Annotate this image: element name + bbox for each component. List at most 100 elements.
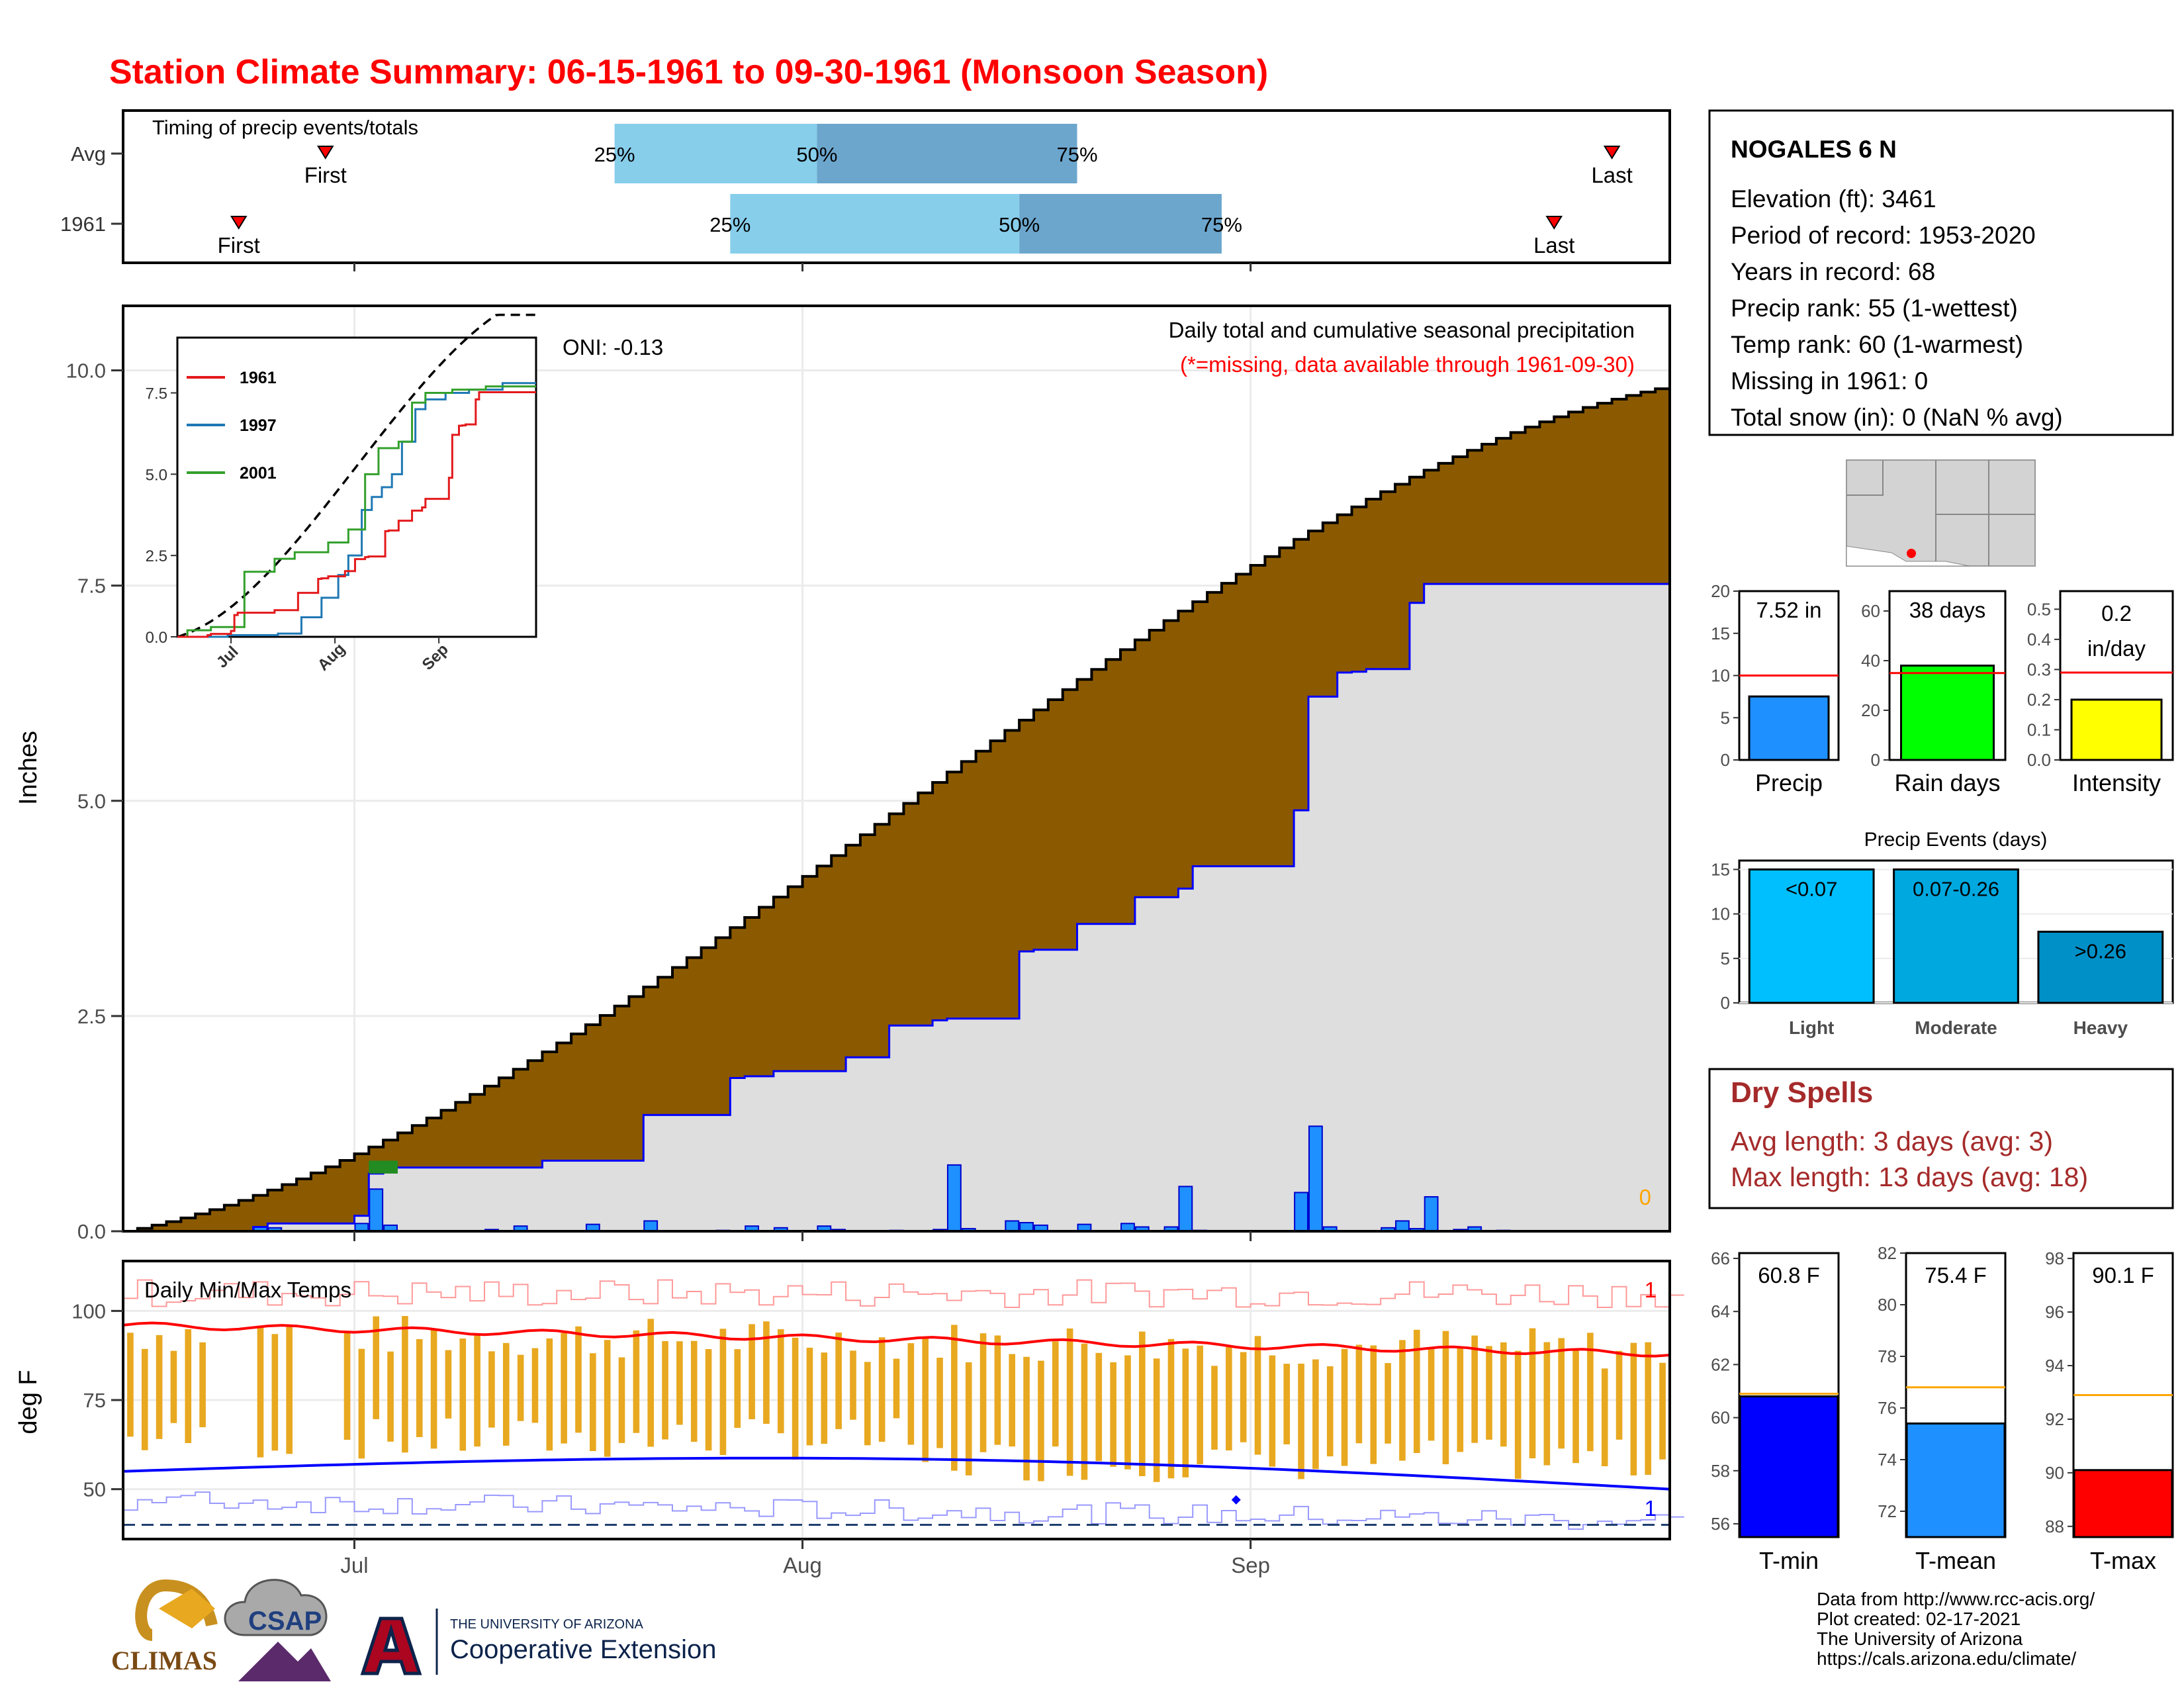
daily-temp-range-bar: [1587, 1333, 1594, 1452]
daily-temp-range-bar: [1486, 1346, 1492, 1440]
daily-temp-range-bar: [690, 1340, 698, 1442]
precip-event-category-label: Light: [1789, 1017, 1834, 1038]
temp-y-tick-label: 50: [83, 1478, 106, 1501]
footer-credits: Data from http://www.rcc-acis.org/ Plot …: [1817, 1589, 2095, 1669]
daily-temp-range-bar: [1081, 1343, 1088, 1480]
csap-logo-mountains: [238, 1642, 331, 1681]
precip-events-title: Precip Events (days): [1864, 829, 2048, 851]
daily-temp-range-bar: [1182, 1348, 1189, 1477]
map-background: [1846, 459, 2036, 567]
temp-summary-y-tick-label: 94: [2045, 1356, 2064, 1376]
summary-bar-precip: 0 5 10 15 20 7.52 in Precip: [1711, 581, 1840, 796]
summary-y-tick-label: 0.2: [2027, 690, 2051, 710]
daily-precip-bar: [1395, 1220, 1410, 1232]
temp-summary-y-tick-label: 60: [1711, 1408, 1730, 1428]
precip-event-category-label: Heavy: [2073, 1017, 2128, 1038]
daily-temp-range-bar: [734, 1349, 741, 1429]
daily-temp-range-bar: [561, 1333, 567, 1444]
temp-summary-y-tick-label: 98: [2045, 1248, 2064, 1268]
daily-temp-range-bar: [1038, 1360, 1044, 1481]
temp-summary-y-tick-label: 62: [1711, 1354, 1730, 1374]
precip-event-bin-label: <0.07: [1786, 877, 1837, 900]
oni-label: ONI: -0.13: [563, 335, 663, 359]
precip-y-tick-label: 5.0: [77, 790, 106, 813]
precip-event-bar: [2037, 931, 2164, 1004]
inset-series-1961-line: [177, 391, 536, 638]
summary-value-bar: [1748, 695, 1830, 761]
credit-line-3: The University of Arizona: [1817, 1628, 2023, 1649]
summary-y-tick-label: 0: [1871, 750, 1880, 770]
station-info-line: Temp rank: 60 (1-warmest): [1731, 331, 2023, 358]
daily-temp-range-bar: [647, 1319, 655, 1447]
first-event-marker-icon: [230, 216, 248, 230]
precip-event-category-label: Moderate: [1915, 1017, 1997, 1038]
temp-summary-value-label: 60.8 F: [1758, 1263, 1820, 1288]
daily-temp-range-bar: [531, 1348, 539, 1423]
daily-temp-range-bar: [575, 1326, 582, 1433]
daily-precip-bar: [1424, 1196, 1439, 1233]
station-name: NOGALES 6 N: [1731, 136, 1897, 163]
x-axis-tick-label: Sep: [1231, 1553, 1270, 1577]
temp-summary-t-mean: 72 74 76 78 80 82 75.4 F T-mean: [1878, 1243, 2007, 1574]
daily-temp-range-bar: [951, 1325, 958, 1471]
station-info-line: Elevation (ft): 3461: [1731, 185, 1936, 212]
precip-event-bin-label: >0.26: [2075, 940, 2126, 963]
daily-precip-bar: [1294, 1192, 1308, 1233]
daily-temp-range-bar: [719, 1329, 727, 1456]
daily-temp-range-bar: [373, 1316, 380, 1419]
daily-temp-range-bar: [156, 1335, 163, 1439]
quartile-25-50-bar: [730, 194, 1020, 254]
avg-min-temp-line: [122, 1456, 1670, 1491]
daily-temp-range-bar: [1442, 1331, 1449, 1464]
daily-temp-range-bar: [1341, 1348, 1348, 1466]
daily-precip-bar: [946, 1164, 962, 1232]
timing-row-1961: 1961 25% 50% 75% First Last: [60, 194, 1574, 258]
daily-temp-range-bar: [1355, 1344, 1363, 1444]
x-axis-tick-label: Aug: [783, 1553, 822, 1577]
quartile-25-label: 25%: [709, 213, 751, 236]
csap-logo-text: CSAP: [248, 1607, 322, 1636]
climas-logo-sun: [159, 1589, 215, 1628]
temp-summary-y-tick-label: 92: [2045, 1409, 2064, 1429]
map-mexico: [1846, 545, 1970, 567]
temp-y-tick-label: 100: [71, 1299, 106, 1323]
daily-temp-range-bar: [1399, 1340, 1406, 1461]
summary-bar-title: Rain days: [1894, 769, 2000, 796]
daily-precip-bar: [1178, 1186, 1193, 1233]
daily-temp-range-bar: [488, 1351, 495, 1428]
daily-temp-range-bar: [1298, 1364, 1304, 1479]
timing-panel: Timing of precip events/totals Avg 25% 50%…: [60, 109, 1671, 271]
quartile-25-label: 25%: [594, 143, 635, 166]
daily-temp-range-bar: [1240, 1352, 1247, 1442]
first-event-marker-icon: [316, 146, 334, 160]
temp-summary-y-tick-label: 64: [1711, 1301, 1730, 1321]
daily-temp-range-bar: [517, 1354, 524, 1421]
daily-temp-range-bar: [1197, 1345, 1203, 1465]
summary-y-tick-label: 60: [1861, 601, 1880, 621]
daily-temp-range-bar: [1385, 1363, 1391, 1444]
daily-temp-range-bar: [633, 1330, 640, 1433]
daily-temp-range-bar: [936, 1358, 943, 1448]
daily-temp-range-bar: [1312, 1359, 1319, 1470]
dry-spells-title: Dry Spells: [1731, 1076, 1873, 1109]
inset-y-tick-label: 2.5: [146, 547, 167, 565]
inset-y-tick-label: 7.5: [146, 385, 167, 403]
precip-panel-frame: [122, 305, 1671, 1233]
dry-spells-max: Max length: 13 days (avg: 18): [1731, 1162, 2088, 1192]
quartile-50-label: 50%: [796, 143, 837, 166]
daily-temp-range-bar: [1009, 1354, 1016, 1447]
x-axis-tick-label: Jul: [340, 1553, 368, 1577]
events-y-tick-label: 5: [1721, 949, 1730, 968]
daily-temp-range-bar: [590, 1353, 596, 1452]
missing-count: 0: [1639, 1185, 1651, 1209]
timing-row-avg: Avg 25% 50% 75% First Last: [71, 124, 1633, 187]
inset-legend-label: 1997: [240, 416, 277, 435]
daily-precip-bar: [1308, 1125, 1323, 1232]
daily-precip-bar: [369, 1188, 384, 1233]
temp-summary-title: T-mean: [1915, 1547, 1996, 1574]
temp-summary-value-label: 90.1 F: [2092, 1263, 2154, 1288]
credit-line-4: https://cals.arizona.edu/climate/: [1817, 1648, 2076, 1669]
temp-summary-value-bar: [1905, 1422, 2006, 1538]
temp-summary-y-tick-label: 78: [1878, 1346, 1897, 1366]
